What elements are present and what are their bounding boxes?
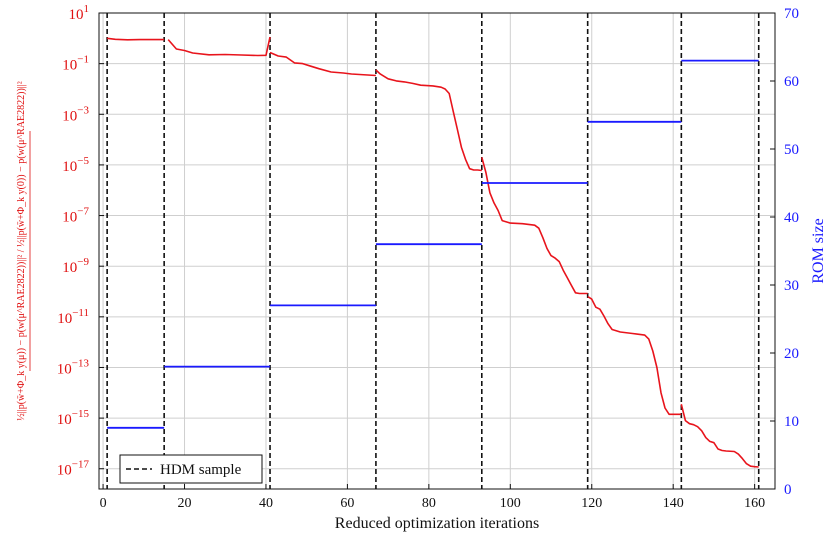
left-tick-label: 10−11 [57, 307, 89, 327]
bottom-tick-label: 140 [663, 496, 684, 511]
left-tick-label: 10−9 [62, 256, 89, 276]
bottom-tick-label: 120 [581, 496, 602, 511]
grid [99, 12, 775, 489]
bottom-tick-label: 80 [422, 496, 436, 511]
x-axis-label: Reduced optimization iterations [335, 515, 539, 532]
right-tick-label: 40 [784, 210, 799, 226]
error-segment [481, 157, 588, 295]
right-tick-label: 50 [784, 142, 799, 158]
rom-size-series [107, 59, 759, 429]
left-tick-label: 10−7 [62, 206, 89, 226]
left-tick-label: 10−3 [62, 104, 89, 124]
right-tick-label: 10 [784, 414, 799, 430]
left-axis-label-text: ½||p(w̄+Φ_k y(μ)) − p(w(μ^RAE2822))||² /… [16, 81, 27, 421]
bottom-tick-label: 20 [178, 496, 192, 511]
legend: HDM sample [119, 454, 263, 484]
left-tick-label: 10−5 [62, 155, 89, 175]
right-tick-label: 60 [784, 74, 799, 90]
error-segment [107, 37, 165, 41]
hdm-sample-lines [106, 13, 760, 489]
right-tick-label: 0 [784, 482, 792, 498]
bottom-tick-label: 0 [100, 496, 107, 511]
error-segment [587, 295, 682, 416]
right-axis-ticks: 0 10 20 30 40 50 60 70 [770, 6, 799, 498]
bottom-tick-label: 40 [259, 496, 273, 511]
left-tick-label: 10−15 [57, 408, 90, 428]
plot-frame [98, 12, 776, 490]
left-tick-label: 10−17 [57, 459, 90, 479]
left-tick-label: 10−13 [57, 357, 90, 377]
left-axis-label: ½||p(w̄+Φ_k y(μ)) − p(w(μ^RAE2822))||² /… [16, 81, 31, 421]
left-tick-label: 10−1 [62, 54, 89, 74]
left-tick-label: 101 [69, 3, 90, 23]
right-tick-label: 70 [784, 6, 799, 22]
error-segment [269, 51, 376, 77]
right-axis-label: ROM size [810, 218, 827, 283]
legend-label: HDM sample [160, 462, 242, 478]
error-series [107, 36, 759, 468]
right-tick-label: 30 [784, 278, 799, 294]
error-segment [680, 404, 759, 468]
bottom-tick-label: 160 [744, 496, 765, 511]
right-tick-label: 20 [784, 346, 799, 362]
error-segment [375, 69, 482, 172]
error-segment [167, 36, 271, 57]
bottom-tick-label: 100 [500, 496, 521, 511]
bottom-axis-ticks: 0 20 40 60 80 100 120 140 160 [100, 484, 765, 511]
left-axis-ticks: 101 10−1 10−3 10−5 10−7 10−9 10−11 10−13 10−15 10… [57, 3, 104, 479]
bottom-tick-label: 60 [340, 496, 354, 511]
